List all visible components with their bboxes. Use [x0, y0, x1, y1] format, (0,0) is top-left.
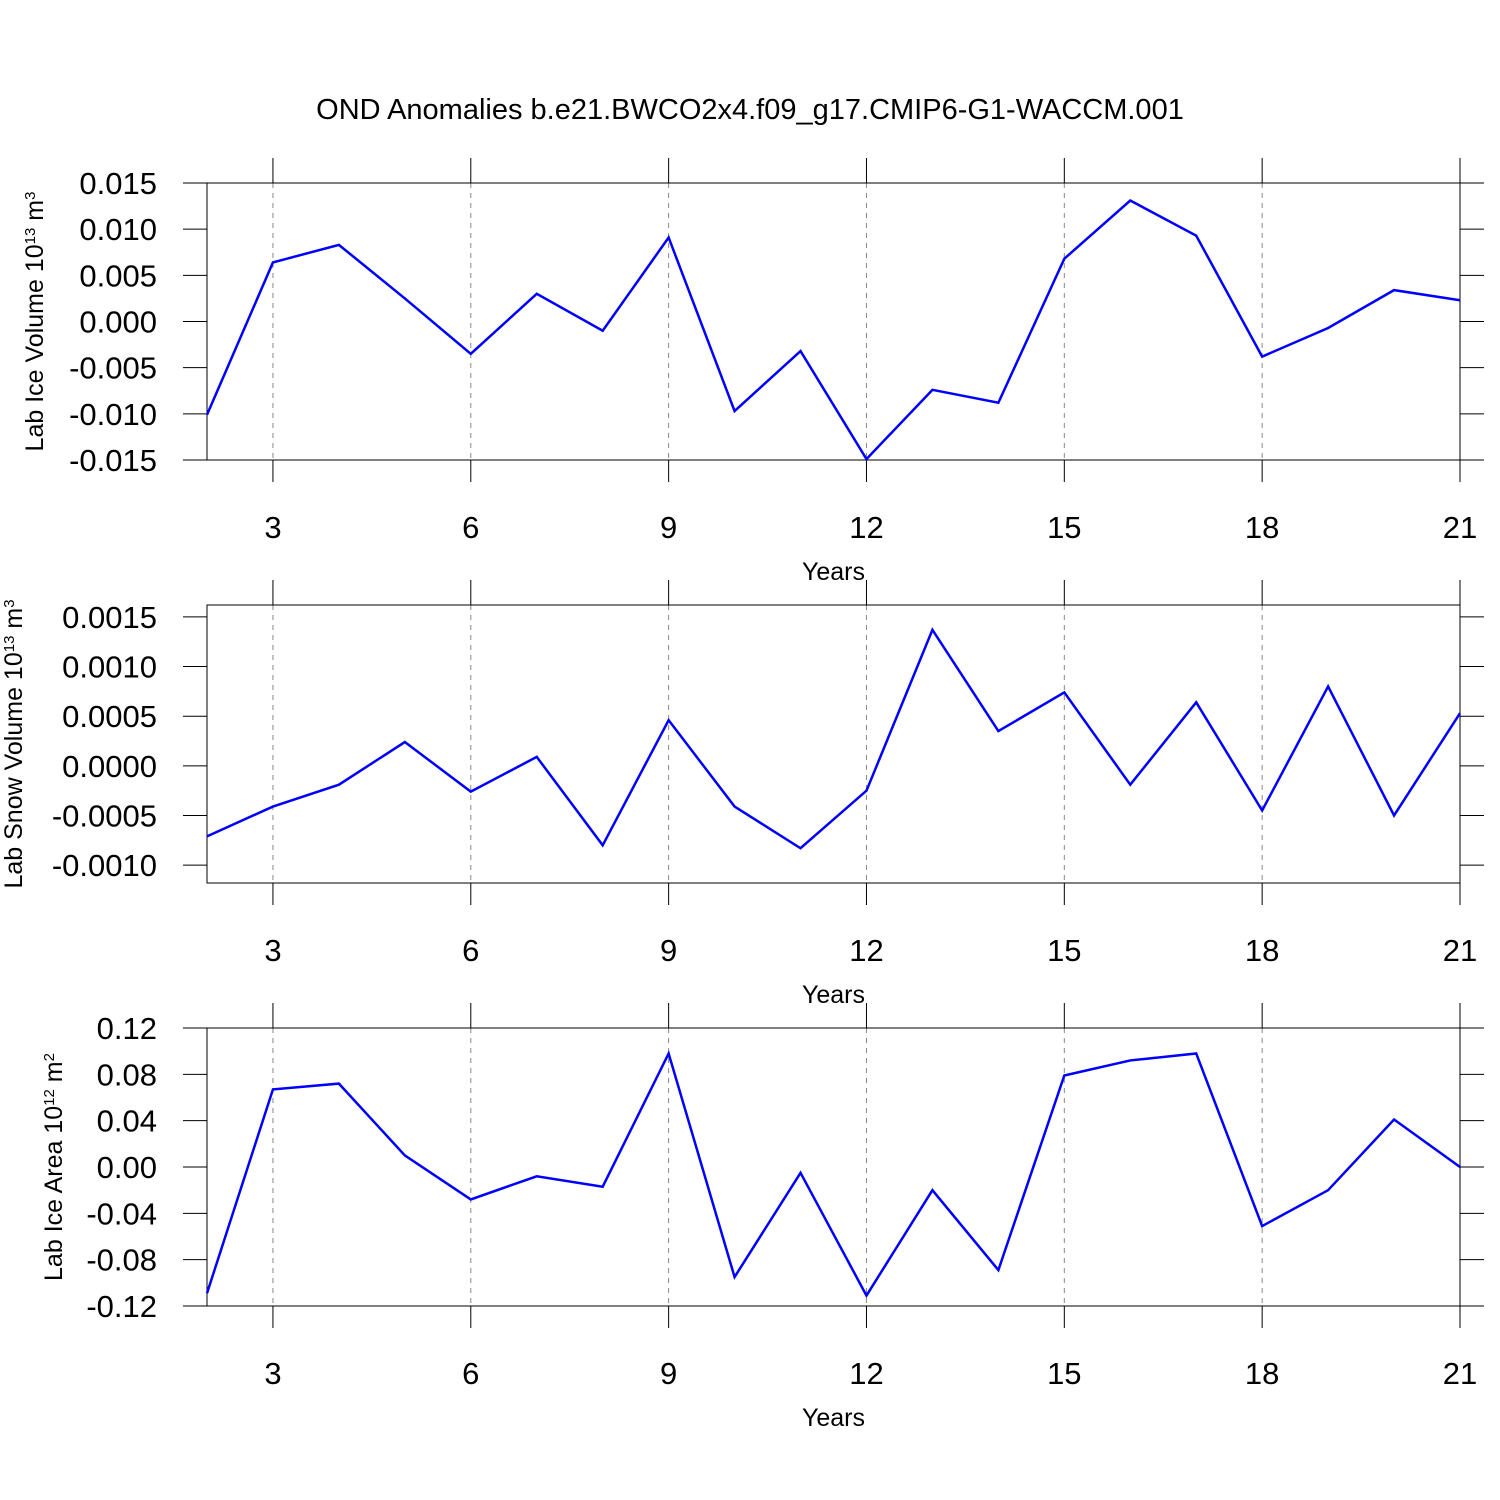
- x-tick-label: 18: [1245, 510, 1279, 545]
- y-axis-label-exponent: 12: [41, 1089, 58, 1106]
- x-tick-label: 3: [264, 1356, 281, 1391]
- y-tick-label: 0.04: [97, 1104, 157, 1139]
- x-tick-label: 15: [1047, 510, 1081, 545]
- x-tick-label: 15: [1047, 933, 1081, 968]
- x-axis-label: Years: [802, 981, 865, 1009]
- x-tick-label: 18: [1245, 1356, 1279, 1391]
- y-axis-label-exponent: 2: [41, 1053, 58, 1061]
- x-tick-label: 12: [849, 933, 883, 968]
- y-tick-label: 0.0015: [62, 600, 157, 635]
- y-axis-label-exponent: 13: [1, 636, 18, 653]
- y-axis-label-exponent: 13: [22, 228, 39, 245]
- y-tick-label: -0.005: [69, 351, 157, 386]
- x-tick-label: 9: [660, 510, 677, 545]
- x-tick-label: 3: [264, 933, 281, 968]
- y-tick-label: 0.0000: [62, 749, 157, 784]
- x-tick-label: 3: [264, 510, 281, 545]
- y-tick-label: -0.0005: [52, 798, 157, 833]
- y-tick-label: -0.015: [69, 443, 157, 478]
- data-line: [205, 1050, 1461, 1299]
- x-axis-label: Years: [802, 1404, 865, 1432]
- plot-frame: [206, 182, 1461, 461]
- y-axis-label-part: Lab Ice Area 10: [40, 1106, 68, 1281]
- y-axis-label-part: m: [40, 1061, 68, 1089]
- x-tick-label: 15: [1047, 1356, 1081, 1391]
- y-tick-label: 0.0010: [62, 650, 157, 685]
- plot-frame: [206, 604, 1461, 884]
- y-tick-label: 0.08: [97, 1057, 157, 1092]
- panel: 3 6 9 12 15 18 21 0.015 0.010 0.005 0.000 -0.005 -0.…: [21, 158, 1484, 586]
- plot-frame: [206, 1027, 1461, 1307]
- y-axis-label-exponent: 3: [22, 192, 39, 200]
- y-axis-label-part: Lab Ice Volume 10: [21, 244, 49, 451]
- y-tick-label: 0.015: [79, 166, 157, 201]
- y-axis-label-part: m: [0, 608, 28, 636]
- y-axis-label: Lab Snow Volume 1013 m3: [0, 599, 28, 888]
- panel: 3 6 9 12 15 18 21 0.0015 0.0010 0.0005 0.0000 -0.00…: [0, 580, 1484, 1009]
- x-tick-label: 12: [849, 510, 883, 545]
- x-tick-label: 9: [660, 933, 677, 968]
- x-tick-label: 21: [1443, 1356, 1477, 1391]
- x-tick-label: 6: [462, 1356, 479, 1391]
- y-axis-label-part: m: [21, 200, 49, 228]
- y-tick-label: 0.0005: [62, 699, 157, 734]
- y-tick-label: -0.0010: [52, 848, 157, 883]
- y-tick-label: -0.04: [86, 1196, 157, 1231]
- x-axis-label: Years: [802, 558, 865, 586]
- y-axis-label-exponent: 3: [1, 599, 18, 607]
- y-tick-label: 0.12: [97, 1011, 157, 1046]
- x-tick-label: 21: [1443, 933, 1477, 968]
- x-tick-label: 9: [660, 1356, 677, 1391]
- y-axis-label: Lab Ice Volume 1013 m3: [21, 192, 49, 452]
- y-axis-label: Lab Ice Area 1012 m2: [40, 1053, 68, 1281]
- x-tick-label: 6: [462, 510, 479, 545]
- x-tick-label: 21: [1443, 510, 1477, 545]
- x-tick-label: 18: [1245, 933, 1279, 968]
- figure-title: OND Anomalies b.e21.BWCO2x4.f09_g17.CMIP…: [316, 94, 1184, 126]
- data-line: [205, 199, 1461, 462]
- data-line: [206, 627, 1462, 850]
- y-tick-label: -0.08: [86, 1243, 157, 1278]
- y-tick-label: -0.010: [69, 397, 157, 432]
- y-axis-label-part: Lab Snow Volume 10: [0, 652, 28, 888]
- x-tick-label: 6: [462, 933, 479, 968]
- y-tick-label: 0.00: [97, 1150, 157, 1185]
- x-tick-label: 12: [849, 1356, 883, 1391]
- panel: 3 6 9 12 15 18 21 0.12 0.08 0.04 0.00 -0.04 -0.08 -0.…: [40, 1003, 1484, 1432]
- y-tick-label: 0.000: [79, 305, 157, 340]
- y-tick-label: 0.005: [79, 258, 157, 293]
- y-tick-label: -0.12: [86, 1289, 157, 1324]
- y-tick-label: 0.010: [79, 212, 157, 247]
